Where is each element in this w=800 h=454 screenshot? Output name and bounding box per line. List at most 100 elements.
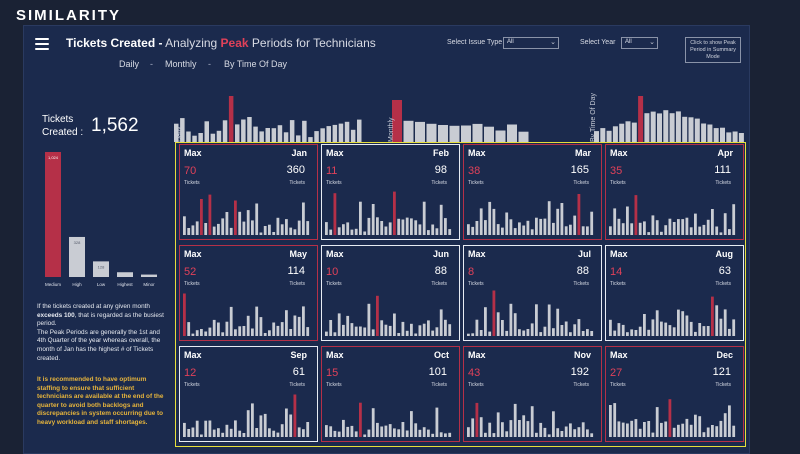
daily-bar [410,218,413,235]
month-card-jan[interactable]: Max Jan 70 360 Tickets Tickets [179,144,318,240]
daily-bar [337,431,341,437]
daily-bar [297,220,301,235]
max-value: 27 [610,367,623,379]
view-monthly-link[interactable]: Monthly [165,59,197,69]
priority-bar-medium[interactable] [45,152,61,277]
daily-bar [573,429,577,437]
daily-bar [234,420,237,437]
priority-bar-minor[interactable] [141,274,157,277]
month-card-feb[interactable]: Max Feb 11 98 Tickets Tickets [321,144,460,240]
daily-bar [475,221,479,235]
menu-icon[interactable] [35,38,49,50]
daily-bar [689,321,693,336]
histogram-bar [438,125,448,142]
daily-bar [711,296,714,336]
histogram-bar [638,96,644,142]
daily-bar [272,322,276,336]
daily-bar [444,319,447,336]
month-name: Nov [573,350,591,360]
daily-bar [363,327,367,336]
daily-bar [651,432,655,437]
daily-bar-chart [183,194,310,235]
daily-bar [255,203,259,235]
daily-bar [325,331,328,336]
daily-bar [522,225,526,235]
daily-bar [191,333,195,336]
daily-bar [418,325,422,336]
month-name: Dec [716,350,733,360]
daily-bar [388,325,392,336]
priority-bar-highest[interactable] [117,272,133,277]
daily-bar [325,222,328,235]
daily-bar [711,209,714,235]
daily-bar [306,327,310,336]
daily-bar [289,329,293,336]
month-card-nov[interactable]: Max Nov 43 192 Tickets Tickets [463,346,602,442]
daily-bar [448,432,452,437]
month-card-aug[interactable]: Max Aug 14 63 Tickets Tickets [605,245,744,341]
page-title: Tickets Created - Analyzing Peak Periods… [66,36,376,50]
month-card-jul[interactable]: Max Jul 8 88 Tickets Tickets [463,245,602,341]
summary-mode-button[interactable]: Click to show Peak Period in Summary Mod… [685,37,741,63]
total-unit: Tickets [289,382,305,388]
daily-bar [350,425,354,437]
daily-bar [535,432,538,437]
daily-bar [638,428,642,437]
daily-bar [543,326,547,336]
max-label: Max [184,249,202,259]
daily-bar [706,427,710,437]
daily-bar [191,225,195,235]
month-card-oct[interactable]: Max Oct 15 101 Tickets Tickets [321,346,460,442]
histogram-bar [186,131,191,142]
total-unit: Tickets [715,281,731,287]
daily-bar-chart [609,399,736,437]
histogram-bar [174,123,179,142]
view-daily-link[interactable]: Daily [119,59,140,69]
daily-bar [431,330,435,336]
month-card-dec[interactable]: Max Dec 27 121 Tickets Tickets [605,346,744,442]
daily-bar [422,201,426,235]
max-label: Max [326,249,344,259]
daily-bar [647,421,651,437]
month-name: Jun [432,249,449,259]
daily-bar [694,331,697,336]
daily-bar [543,427,547,437]
issue-type-dropdown[interactable]: All ⌄ [503,37,559,49]
daily-bar [346,222,350,235]
month-card-may[interactable]: Max May 52 114 Tickets Tickets [179,245,318,341]
priority-bar-high[interactable] [69,236,85,277]
histogram-bar [657,113,662,142]
daily-bar [225,212,229,235]
time-of-day-histogram [594,96,744,142]
daily-bar [280,424,284,437]
year-dropdown[interactable]: All ⌄ [621,37,658,49]
daily-bar [702,432,706,437]
month-total: 88 [576,265,589,277]
month-card-apr[interactable]: Max Apr 35 111 Tickets Tickets [605,144,744,240]
title-peak: Peak [220,36,249,50]
month-card-mar[interactable]: Max Mar 38 165 Tickets Tickets [463,144,602,240]
daily-bar [217,223,220,235]
daily-bar [501,320,504,336]
view-time-of-day-link[interactable]: By Time Of Day [224,59,288,69]
month-card-sep[interactable]: Max Sep 12 61 Tickets Tickets [179,346,318,442]
daily-bar [380,426,384,437]
histogram-bar [738,133,744,142]
daily-bar [401,321,405,336]
max-value: 35 [610,165,623,177]
daily-bar [694,414,697,437]
daily-bar [492,208,496,235]
daily-bar [346,426,350,437]
histogram-bar [720,127,725,142]
daily-bar [393,428,396,437]
daily-bar [289,414,293,437]
priority-bar-low[interactable] [93,261,109,277]
histogram-bar [326,126,331,142]
daily-bar [479,417,483,437]
daily-bar [471,333,475,336]
daily-bar [573,324,577,336]
max-value: 70 [184,165,197,177]
daily-bar [613,403,617,437]
month-card-jun[interactable]: Max Jun 10 88 Tickets Tickets [321,245,460,341]
daily-bar [564,321,568,336]
